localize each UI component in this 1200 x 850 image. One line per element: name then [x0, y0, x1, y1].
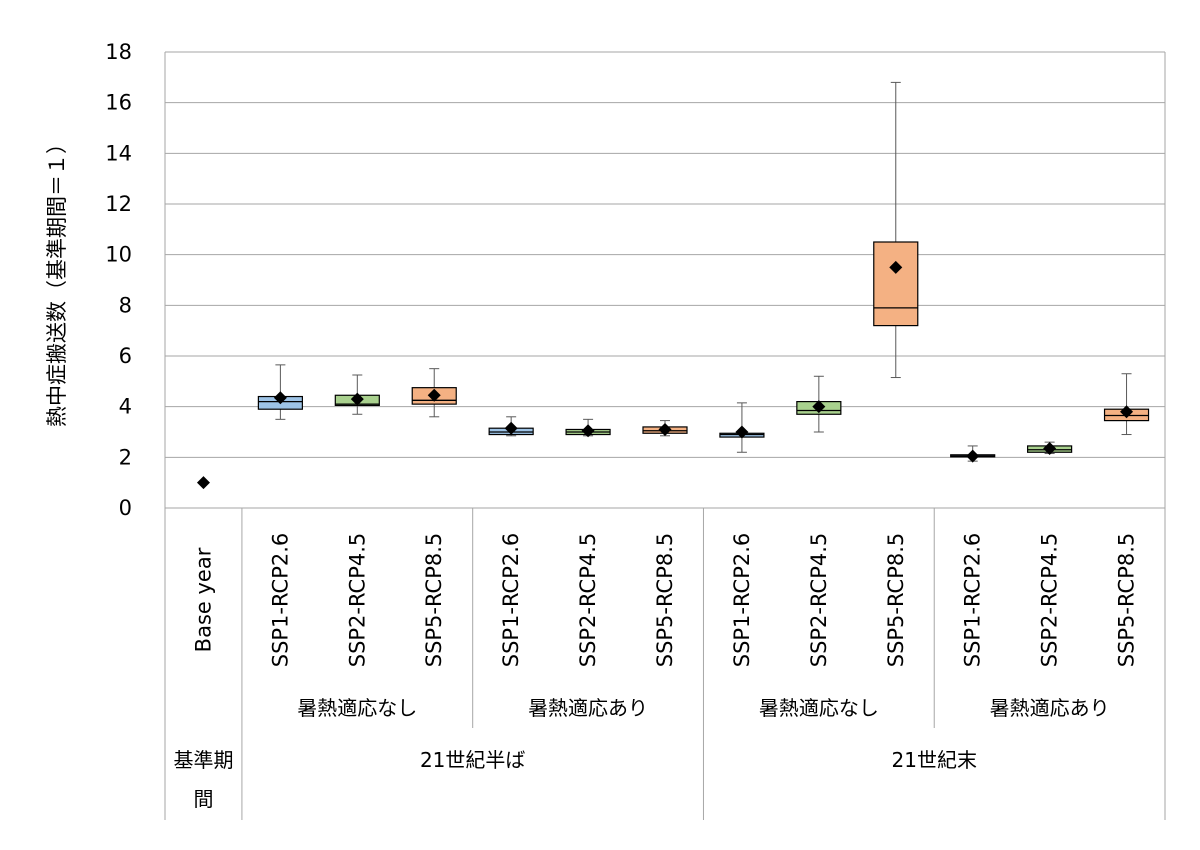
gridlines: [164, 51, 1166, 509]
y-tick-label: 0: [119, 496, 132, 520]
category-label: Base year: [191, 547, 215, 652]
adaptation-group-label: 暑熱適応なし: [759, 696, 879, 720]
mean-marker: [658, 422, 672, 436]
mean-marker: [427, 388, 441, 402]
adaptation-group-label: 暑熱適応なし: [297, 696, 417, 720]
mean-marker: [273, 391, 287, 405]
category-label: SSP2-RCP4.5: [1038, 533, 1062, 668]
y-tick-label: 12: [105, 192, 132, 216]
box: [873, 81, 919, 379]
y-axis-ticks: 0 2 4 6 8 10 12 14 16 18: [105, 40, 132, 520]
period-group-label: 21世紀末: [892, 748, 977, 772]
category-label: SSP2-RCP4.5: [576, 533, 600, 668]
y-tick-label: 14: [105, 141, 132, 165]
mean-marker: [350, 392, 364, 406]
mean-marker: [889, 260, 903, 274]
category-label: SSP1-RCP2.6: [961, 533, 985, 668]
y-tick-label: 2: [119, 445, 132, 469]
y-tick-label: 8: [119, 293, 132, 317]
period-group-label-cont: 間: [193, 787, 213, 811]
mean-markers: [196, 260, 1134, 490]
mean-marker: [581, 424, 595, 438]
y-tick-label: 18: [105, 40, 132, 64]
y-axis-label: 熱中症搬送数（基準期間＝１）: [45, 133, 69, 427]
box: [1103, 373, 1150, 436]
category-label: SSP1-RCP2.6: [499, 533, 523, 668]
category-label: SSP1-RCP2.6: [730, 533, 754, 668]
category-table: Base year SSP1-RCP2.6 SSP2-RCP4.5 SSP5-RCP8…: [164, 508, 1166, 820]
y-tick-label: 6: [119, 344, 132, 368]
adaptation-group-label: 暑熱適応あり: [528, 696, 648, 720]
mean-marker: [1043, 441, 1057, 455]
period-group-label: 基準期: [173, 748, 233, 772]
category-label: SSP5-RCP8.5: [422, 533, 446, 668]
box-body: [873, 241, 919, 327]
y-tick-label: 16: [105, 91, 132, 115]
mean-marker: [735, 425, 749, 439]
mean-marker: [812, 400, 826, 414]
y-tick-label: 4: [119, 395, 132, 419]
mean-marker: [196, 476, 210, 490]
adaptation-group-label: 暑熱適応あり: [990, 696, 1110, 720]
category-label: SSP2-RCP4.5: [807, 533, 831, 668]
category-label: SSP5-RCP8.5: [653, 533, 677, 668]
y-tick-label: 10: [105, 243, 132, 267]
category-label: SSP5-RCP8.5: [1115, 533, 1139, 668]
mean-marker: [504, 421, 518, 435]
boxes: [257, 81, 1150, 462]
period-group-label: 21世紀半ば: [420, 748, 525, 772]
category-label: SSP5-RCP8.5: [884, 533, 908, 668]
category-label: SSP1-RCP2.6: [268, 533, 292, 668]
category-label: SSP2-RCP4.5: [345, 533, 369, 668]
mean-marker: [966, 449, 980, 463]
mean-marker: [1120, 405, 1134, 419]
